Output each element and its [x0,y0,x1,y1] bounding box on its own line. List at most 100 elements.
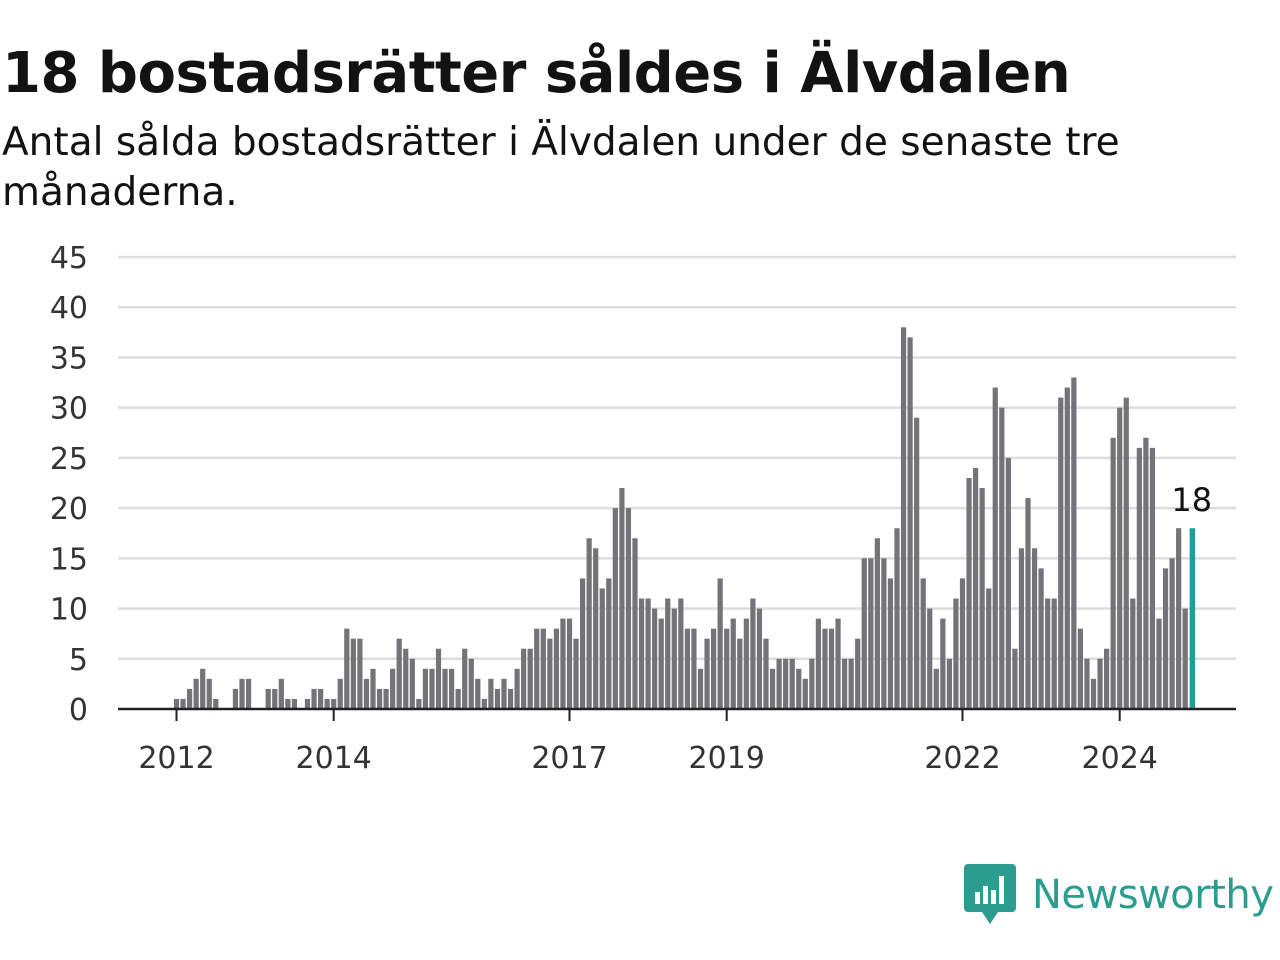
bar [645,598,651,709]
bar [337,678,343,709]
bar [737,638,743,709]
bar [855,638,861,709]
bar [992,387,998,709]
bar [396,638,402,709]
bar [390,668,396,709]
bar [684,628,690,709]
bar [1156,618,1162,709]
bar [1182,608,1188,709]
x-tick-label: 2024 [1082,741,1158,776]
bar [796,668,802,709]
bar-highlight [1189,528,1196,709]
bar [632,538,638,709]
bar [1104,648,1110,709]
bar [619,488,625,709]
y-tick-label: 25 [50,442,88,477]
bar [1012,648,1018,709]
y-tick-label: 30 [50,392,88,427]
bar [468,658,474,709]
bar [1058,397,1064,709]
bar [481,698,487,709]
bar [1162,568,1169,709]
x-tick-label: 2019 [689,741,765,776]
bar [691,628,697,709]
last-value-label: 18 [1171,481,1212,519]
bar [783,658,789,709]
bar [193,678,199,709]
bar [1176,528,1182,709]
bar [455,688,461,709]
bar [697,668,704,709]
bar [494,688,501,709]
bar [1064,387,1070,709]
x-tick-label: 2012 [138,741,214,776]
x-tick-label: 2014 [296,741,372,776]
bar [946,658,952,709]
bar [265,688,271,709]
bar [750,598,756,709]
bar [593,548,599,709]
bar [318,688,324,709]
bar [1117,407,1123,709]
bar [278,678,284,709]
bar [442,668,448,709]
bar [560,618,566,709]
bar [1110,437,1116,709]
y-tick-label: 20 [50,492,88,527]
y-tick-label: 40 [50,291,88,326]
bar [986,588,992,709]
bar [245,678,252,709]
bar [311,688,317,709]
bar [501,678,507,709]
bar [1169,558,1175,709]
bar [370,668,376,709]
bar [1143,437,1149,709]
bar [1077,628,1083,709]
bar [363,678,370,709]
bar [409,658,415,709]
bar [894,528,900,709]
bar [1025,498,1031,709]
bar [514,668,520,709]
bar [638,598,645,709]
y-tick-label: 0 [69,693,88,728]
bar [580,578,586,709]
bar [606,578,612,709]
bar [383,688,389,709]
value-labels: 18 [1171,481,1212,519]
bar [730,618,736,709]
bar [403,648,409,709]
bar [652,608,658,709]
bar [717,578,723,709]
bar [187,688,193,709]
bar [1084,658,1090,709]
bar [763,638,769,709]
bar [1045,598,1051,709]
bar [822,628,828,709]
bar [173,698,180,709]
bar [769,668,776,709]
bar [507,688,514,709]
bar [200,668,206,709]
bar [848,658,854,709]
bar [1038,568,1044,709]
bar [907,337,913,709]
bar [724,628,730,709]
y-tick-label: 45 [50,241,88,276]
bar [704,638,710,709]
bar [612,508,618,709]
bar [324,698,330,709]
bar [1149,447,1156,709]
bar [462,648,468,709]
brand-name: Newsworthy [1032,872,1274,918]
bar [586,538,592,709]
bar [435,648,442,709]
chart-title: 18 bostadsrätter såldes i Älvdalen [2,41,1071,106]
bar [239,678,245,709]
bar [1097,658,1103,709]
y-tick-label: 10 [50,593,88,628]
bar [914,417,920,709]
bar [475,678,481,709]
bar [1071,377,1077,709]
